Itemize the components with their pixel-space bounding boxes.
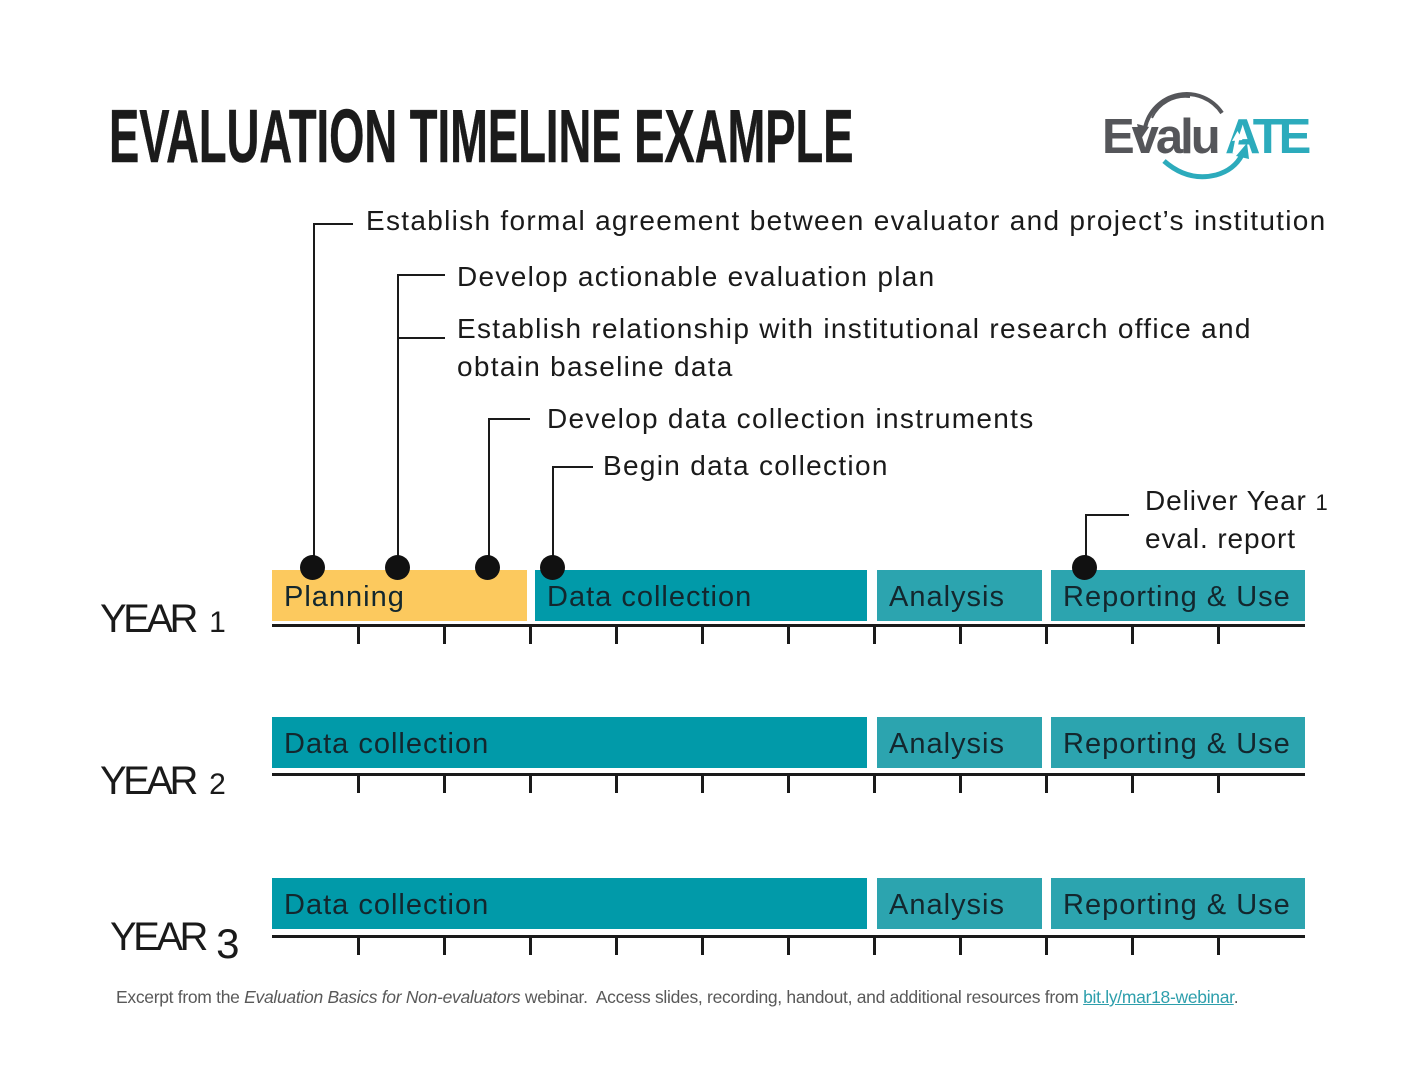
svg-text:Evalu: Evalu (1102, 110, 1218, 164)
